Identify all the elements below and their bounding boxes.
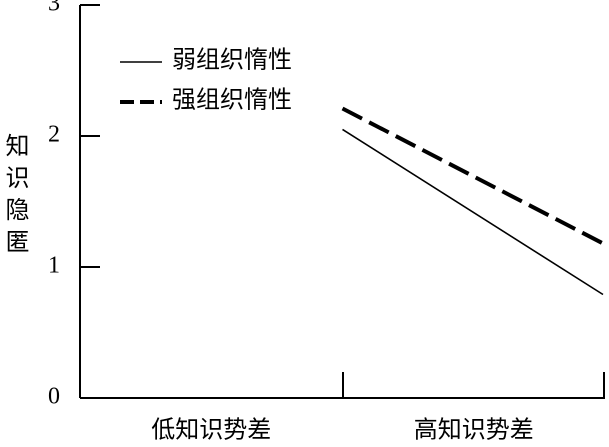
y-axis-label: 知识隐匿 — [1, 133, 27, 261]
legend-label: 弱组织惰性 — [172, 47, 292, 74]
y-tick-label: 1 — [48, 253, 60, 279]
x-tick-label: 高知识势差 — [414, 417, 534, 444]
series-line — [342, 128, 604, 296]
series-line — [341, 106, 604, 246]
x-tick-label: 低知识势差 — [151, 417, 271, 444]
legend-label: 强组织惰性 — [172, 87, 292, 114]
y-tick-label: 3 — [48, 0, 60, 17]
y-tick-label: 0 — [48, 384, 60, 410]
y-tick-label: 2 — [48, 122, 60, 148]
